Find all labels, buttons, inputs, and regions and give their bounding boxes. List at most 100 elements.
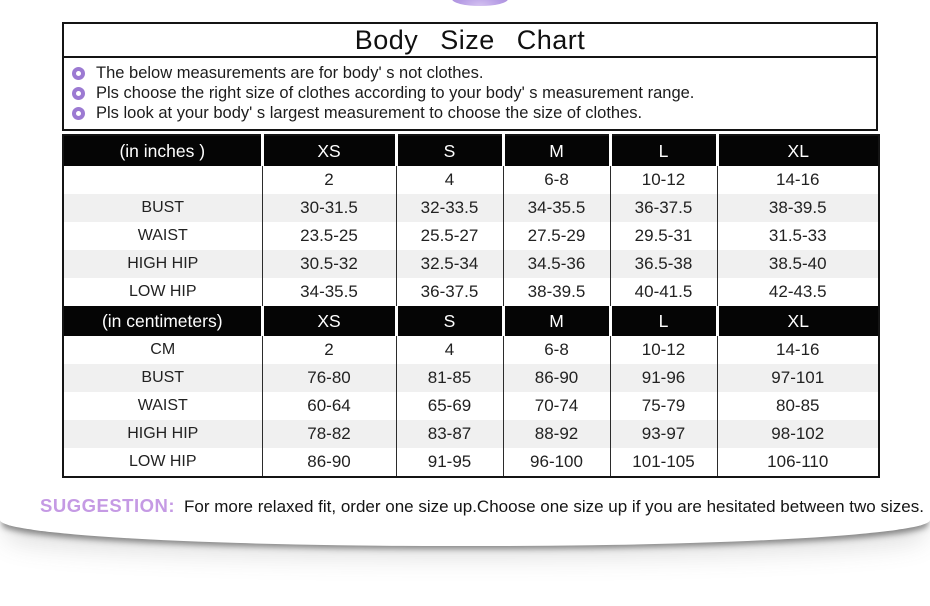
measurement-value: 93-97: [609, 420, 717, 448]
measurement-value: 4: [395, 166, 503, 194]
size-column-header: S: [394, 306, 503, 336]
size-column-header: XL: [715, 135, 879, 166]
measurement-value: 106-110: [716, 448, 879, 477]
measurement-value: 29.5-31: [609, 222, 717, 250]
bullet-ring-icon: [72, 106, 85, 120]
measurement-value: 70-74: [502, 392, 610, 420]
measurement-row: HIGH HIP 78-82 83-87 88-92 93-97 98-102: [63, 420, 879, 448]
page-title: Body Size Chart: [354, 24, 586, 55]
measurement-label: LOW HIP: [128, 453, 197, 470]
size-column-header: L: [608, 135, 717, 166]
measurement-row: BUST 30-31.5 32-33.5 34-35.5 36-37.5 38-39.5: [63, 194, 879, 222]
suggestion-label: SUGGESTION:: [40, 495, 176, 516]
measurement-value: 88-92: [502, 420, 610, 448]
measurement-value: 76-80: [261, 364, 396, 392]
measurement-value: 32-33.5: [395, 194, 503, 222]
size-table-body: (in inches ) XS S M L XL 2 4 6-8 10-12 14-16 BUST 30…: [63, 135, 879, 477]
measurement-label: CM: [150, 341, 176, 358]
measurement-value: 4: [395, 336, 503, 364]
note-text: Pls look at your body' s largest measure…: [96, 103, 643, 122]
measurement-value: 96-100: [502, 448, 610, 477]
measurement-value: 34-35.5: [502, 194, 610, 222]
note-text: The below measurements are for body' s n…: [96, 63, 484, 82]
bullet-ring-icon: [72, 86, 85, 100]
measurement-row: CM 2 4 6-8 10-12 14-16: [63, 336, 879, 364]
bullet-ring-icon: [72, 66, 85, 80]
size-column-header: L: [608, 306, 717, 336]
size-column-header: XS: [260, 135, 396, 166]
measurement-row: LOW HIP 34-35.5 36-37.5 38-39.5 40-41.5 42-43…: [63, 278, 879, 306]
measurement-value: 36-37.5: [609, 194, 717, 222]
measurement-value: 31.5-33: [716, 222, 879, 250]
measurement-value: 38-39.5: [716, 194, 879, 222]
measurement-value: 81-85: [395, 364, 503, 392]
size-column-header: XS: [260, 306, 396, 336]
measurement-value: 91-96: [609, 364, 717, 392]
measurement-row: HIGH HIP 30.5-32 32.5-34 34.5-36 36.5-38 38.5…: [63, 250, 879, 278]
title-box: Body Size Chart: [62, 22, 878, 58]
measurement-value: 36.5-38: [609, 250, 717, 278]
measurement-value: 42-43.5: [716, 278, 879, 306]
measurement-label: LOW HIP: [128, 283, 197, 300]
measurement-value: 25.5-27: [395, 222, 503, 250]
unit-label: (in centimeters): [63, 306, 262, 336]
size-header-row: (in centimeters) XS S M L XL: [63, 306, 879, 336]
measurement-value: 101-105: [609, 448, 717, 477]
suggestion-text: For more relaxed fit, order one size up.…: [184, 497, 924, 516]
measurement-value: 27.5-29: [502, 222, 610, 250]
measurement-value: 60-64: [261, 392, 396, 420]
note-line: The below measurements are for body' s n…: [72, 63, 868, 83]
measurement-value: 38.5-40: [716, 250, 879, 278]
measurement-row: 2 4 6-8 10-12 14-16: [63, 166, 879, 194]
measurement-value: 34-35.5: [261, 278, 396, 306]
measurement-value: 10-12: [609, 336, 717, 364]
measurement-label: WAIST: [137, 227, 188, 244]
measurement-label: HIGH HIP: [63, 420, 262, 448]
measurement-value: 91-95: [395, 448, 503, 477]
measurement-row: BUST 76-80 81-85 86-90 91-96 97-101: [63, 364, 879, 392]
measurement-label: HIGH HIP: [63, 250, 262, 278]
note-text: Pls choose the right size of clothes acc…: [96, 83, 695, 102]
measurement-label: BUST: [63, 364, 262, 392]
measurement-value: 80-85: [716, 392, 879, 420]
note-line: Pls look at your body' s largest measure…: [72, 103, 868, 123]
measurement-value: 98-102: [716, 420, 879, 448]
measurement-label: BUST: [63, 194, 262, 222]
measurement-value: 14-16: [716, 166, 879, 194]
measurement-value: 36-37.5: [395, 278, 503, 306]
measurement-value: 86-90: [261, 448, 396, 477]
measurement-value: 2: [261, 166, 396, 194]
measurement-value: 34.5-36: [502, 250, 610, 278]
measurement-value: 86-90: [502, 364, 610, 392]
measurement-value: 14-16: [716, 336, 879, 364]
size-column-header: S: [394, 135, 503, 166]
suggestion-line: SUGGESTION: For more relaxed fit, order …: [40, 495, 924, 517]
measurement-row: WAIST 60-64 65-69 70-74 75-79 80-85: [63, 392, 879, 420]
measurement-label: [63, 166, 262, 194]
measurement-value: 65-69: [395, 392, 503, 420]
size-header-row: (in inches ) XS S M L XL: [63, 135, 879, 166]
content-area: Body Size Chart The below measurements a…: [62, 22, 880, 478]
measurement-row: WAIST 23.5-25 25.5-27 27.5-29 29.5-31 31.5-33: [63, 222, 879, 250]
measurement-label: WAIST: [137, 397, 188, 414]
measurement-row: LOW HIP 86-90 91-95 96-100 101-105 106-110: [63, 448, 879, 477]
notes-box: The below measurements are for body' s n…: [62, 58, 878, 131]
measurement-value: 10-12: [609, 166, 717, 194]
measurement-value: 32.5-34: [395, 250, 503, 278]
measurement-value: 78-82: [261, 420, 396, 448]
measurement-value: 40-41.5: [609, 278, 717, 306]
size-column-header: M: [501, 135, 610, 166]
unit-label: (in inches ): [63, 135, 262, 166]
measurement-value: 23.5-25: [261, 222, 396, 250]
measurement-value: 6-8: [502, 336, 610, 364]
size-column-header: XL: [715, 306, 879, 336]
measurement-value: 30.5-32: [261, 250, 396, 278]
measurement-value: 38-39.5: [502, 278, 610, 306]
size-table: (in inches ) XS S M L XL 2 4 6-8 10-12 14-16 BUST 30…: [62, 134, 880, 478]
note-line: Pls choose the right size of clothes acc…: [72, 83, 868, 103]
measurement-value: 83-87: [395, 420, 503, 448]
measurement-value: 6-8: [502, 166, 610, 194]
measurement-value: 97-101: [716, 364, 879, 392]
measurement-value: 75-79: [609, 392, 717, 420]
